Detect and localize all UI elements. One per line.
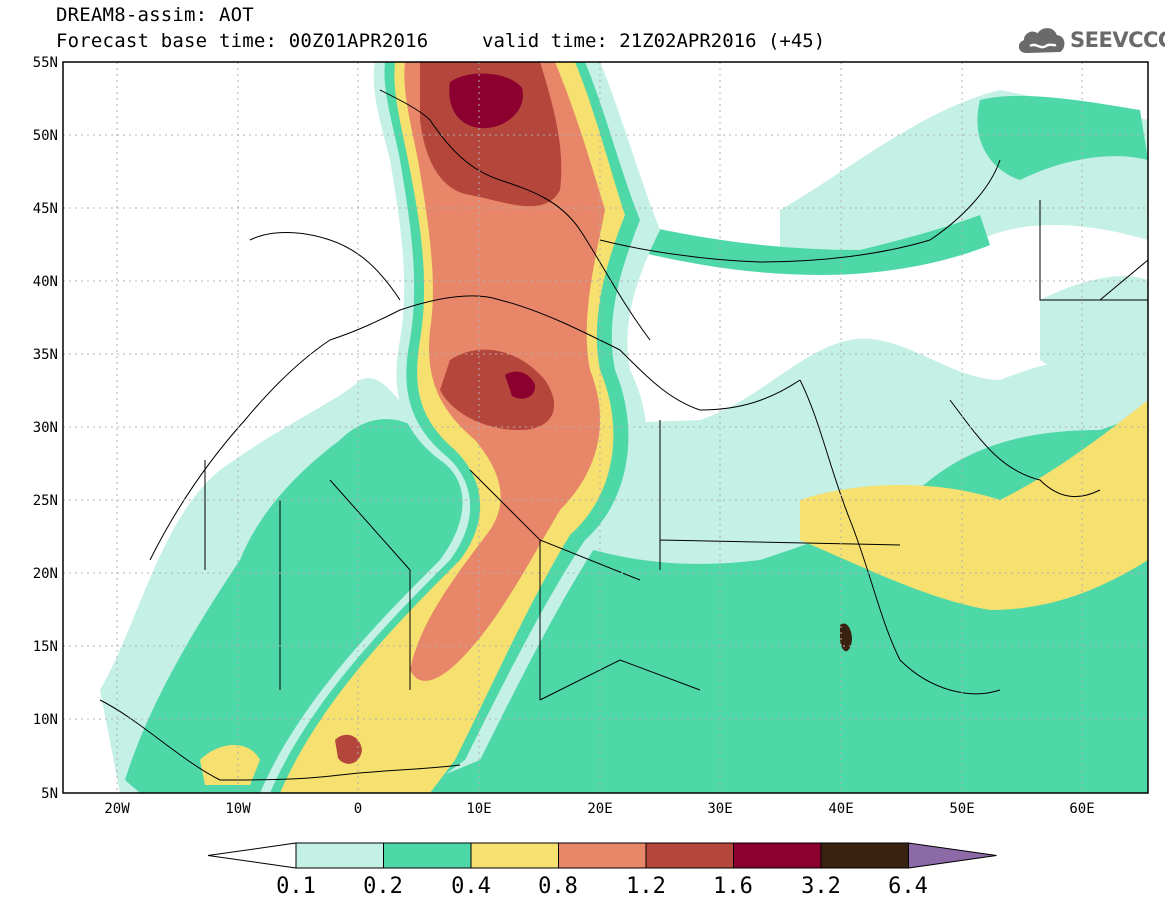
lon-label: 50E: [949, 801, 974, 817]
lat-label: 40N: [33, 274, 58, 290]
lon-label: 10E: [466, 801, 491, 817]
colorbar-label: 6.4: [888, 874, 928, 899]
colorbar-swatch: [820, 842, 909, 869]
colorbar-label: 0.1: [276, 874, 316, 899]
colorbar-label: 0.4: [451, 874, 491, 899]
lat-label: 30N: [33, 420, 58, 436]
colorbar-swatch: [470, 842, 559, 869]
seevccc-logo: SEEVCCC: [1016, 24, 1165, 58]
lat-label: 50N: [33, 128, 58, 144]
chart-title: DREAM8-assim: AOT: [56, 4, 254, 26]
colorbar-labels: 0.1 0.2 0.4 0.8 1.2 1.6 3.2 6.4: [276, 874, 928, 899]
lon-label: 20W: [104, 801, 130, 817]
cloud-icon: [1018, 28, 1065, 54]
lon-axis: 20W 10W 0 10E 20E 30E 40E 50E 60E: [104, 801, 1094, 817]
lat-label: 45N: [33, 201, 58, 217]
colorbar-swatch: [645, 842, 734, 869]
lat-label: 5N: [41, 786, 58, 802]
colorbar-label: 1.6: [713, 874, 753, 899]
lat-label: 25N: [33, 493, 58, 509]
colorbar-swatch: [558, 842, 647, 869]
coastlines: [99, 89, 1148, 781]
lat-label: 35N: [33, 347, 58, 363]
lon-label: 40E: [828, 801, 853, 817]
colorbar-swatch: [295, 842, 384, 869]
lat-label: 15N: [33, 639, 58, 655]
lon-label: 30E: [707, 801, 732, 817]
colorbar-swatch: [383, 842, 472, 869]
lat-axis: 55N 50N 45N 40N 35N 30N 25N 20N 15N 10N …: [33, 55, 58, 802]
colorbar-label: 0.8: [538, 874, 578, 899]
valid-time: valid time: 21Z02APR2016 (+45): [482, 30, 826, 52]
graticule: [63, 62, 1148, 793]
plot-frame: [62, 61, 1149, 794]
colorbar-min-arrow: [207, 842, 297, 869]
colorbar-max-arrow: [908, 842, 997, 869]
colorbar-label: 0.2: [363, 874, 403, 899]
lat-label: 20N: [33, 566, 58, 582]
colorbar-label: 3.2: [801, 874, 841, 899]
colorbar-label: 1.2: [626, 874, 666, 899]
colorbar-swatch: [733, 842, 822, 869]
lon-label: 10W: [225, 801, 251, 817]
logo-text: SEEVCCC: [1070, 28, 1165, 52]
colorbar: [207, 842, 997, 869]
lat-label: 10N: [33, 712, 58, 728]
lon-label: 0: [354, 801, 362, 817]
forecast-base-time: Forecast base time: 00Z01APR2016: [56, 30, 429, 52]
lon-label: 60E: [1069, 801, 1094, 817]
lat-label: 55N: [33, 55, 58, 71]
aot-field: [63, 62, 1148, 793]
lon-label: 20E: [587, 801, 612, 817]
